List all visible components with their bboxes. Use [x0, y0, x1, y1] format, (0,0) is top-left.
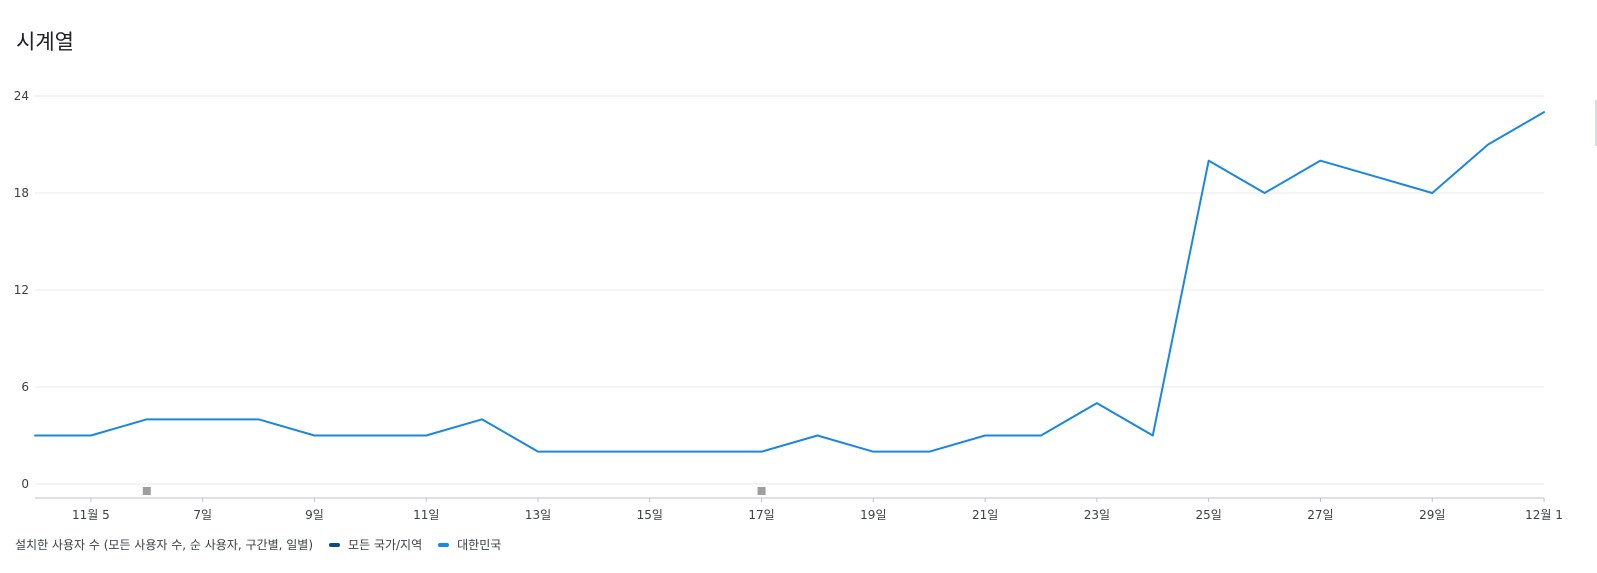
x-tick-label: 23일 — [1084, 508, 1110, 522]
data-point — [870, 449, 876, 455]
data-point — [647, 449, 653, 455]
y-tick-label-12: 12 — [14, 283, 29, 297]
x-tick-label: 15일 — [637, 508, 663, 522]
legend-item-korea[interactable]: 대한민국 — [438, 536, 501, 553]
legend-swatch-korea — [438, 542, 450, 547]
x-tick-label: 11월 5 — [72, 508, 110, 522]
legend-swatch-all-countries — [329, 542, 341, 547]
x-tick-label: 12월 1 — [1525, 508, 1563, 522]
legend-label-all-countries: 모든 국가/지역 — [348, 538, 423, 552]
data-point — [1485, 142, 1491, 148]
x-tick-label: 21일 — [972, 508, 998, 522]
data-point — [311, 433, 317, 439]
series-line-korea[interactable] — [34, 111, 1545, 453]
x-tick-label: 17일 — [748, 508, 774, 522]
data-point — [367, 433, 373, 439]
y-tick-label-6: 6 — [21, 380, 29, 394]
data-point — [814, 433, 820, 439]
annotation-marker[interactable] — [757, 487, 766, 495]
data-point — [144, 416, 150, 422]
data-point — [1206, 158, 1212, 164]
data-point — [1541, 109, 1547, 115]
legend-item-all-countries[interactable]: 모든 국가/지역 — [329, 536, 422, 553]
series-lines[interactable] — [32, 109, 1547, 455]
data-point — [1094, 400, 1100, 406]
annotation-marker[interactable] — [142, 487, 151, 495]
data-point — [200, 416, 206, 422]
data-point — [591, 449, 597, 455]
data-point — [1317, 158, 1323, 164]
legend-label-korea: 대한민국 — [457, 538, 502, 552]
data-point — [423, 433, 429, 439]
chart-legend: 설치한 사용자 수 (모든 사용자 수, 순 사용자, 구간별, 일별) 모든 … — [15, 536, 517, 553]
data-point — [759, 449, 765, 455]
data-point — [1429, 190, 1435, 196]
x-tick-label: 25일 — [1196, 508, 1222, 522]
data-point — [479, 416, 485, 422]
data-point — [982, 433, 988, 439]
data-point — [535, 449, 541, 455]
x-tick-label: 11일 — [413, 508, 439, 522]
y-tick-label-24: 24 — [14, 89, 29, 103]
legend-metric-label: 설치한 사용자 수 (모든 사용자 수, 순 사용자, 구간별, 일별) — [15, 538, 314, 552]
x-tick-label: 27일 — [1307, 508, 1333, 522]
data-point — [1373, 174, 1379, 180]
x-tick-label: 9일 — [305, 508, 324, 522]
data-point — [256, 416, 262, 422]
x-tick-label: 29일 — [1419, 508, 1445, 522]
chart-title: 시계열 — [16, 30, 74, 54]
x-tick-label: 13일 — [525, 508, 551, 522]
x-tick-label: 19일 — [860, 508, 886, 522]
data-point — [32, 433, 38, 439]
x-axis-ticks: 11월 5 7일 9일 11일 13일 15일 17일 19일 21일 23일 25일 27일 29일 1… — [72, 498, 1563, 522]
x-tick-label: 7일 — [193, 508, 212, 522]
y-axis-ticks: 0 6 12 18 24 — [14, 89, 29, 491]
data-point — [703, 449, 709, 455]
scrollbar-thumb[interactable] — [1595, 100, 1597, 146]
data-point — [88, 433, 94, 439]
data-point — [1262, 190, 1268, 196]
y-tick-label-18: 18 — [14, 186, 29, 200]
data-point — [1150, 433, 1156, 439]
y-tick-label-0: 0 — [21, 477, 29, 491]
data-point — [926, 449, 932, 455]
data-point — [1038, 433, 1044, 439]
gridlines — [35, 95, 1544, 485]
annotation-markers[interactable] — [142, 487, 766, 495]
